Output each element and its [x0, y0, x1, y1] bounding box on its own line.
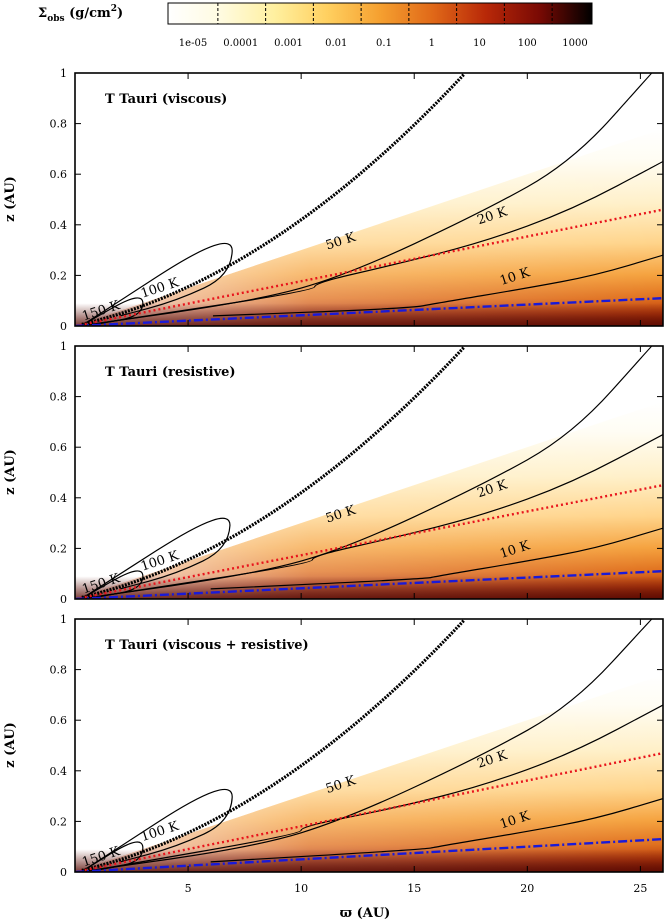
- y-tick-label: 0.8: [50, 118, 68, 131]
- y-tick-label: 1: [60, 613, 67, 626]
- colorbar-tick-label: 1: [429, 38, 435, 49]
- y-tick-label: 0.8: [50, 664, 68, 677]
- contour-20k: [97, 161, 663, 325]
- colorbar-tick-label: 100: [518, 38, 537, 49]
- colorbar-tick-label: 1e-05: [179, 38, 207, 49]
- contour-100k: [81, 242, 233, 326]
- colorbar-tick-label: 10: [473, 38, 486, 49]
- heatmap-midplane-band: [75, 849, 663, 872]
- y-tick-label: 0.6: [50, 714, 68, 727]
- colorbar-tick-label: 0.0001: [223, 38, 258, 49]
- x-tick-label: 15: [407, 882, 421, 895]
- colorbar-tick-label: 1000: [562, 38, 587, 49]
- x-tick-label: 20: [520, 882, 534, 895]
- y-axis-label-1: z (AU): [3, 176, 18, 222]
- x-tick-label: 25: [633, 882, 647, 895]
- y-tick-label: 0.2: [50, 269, 68, 282]
- y-tick-label: 0: [60, 320, 67, 333]
- contour-100k: [81, 788, 233, 872]
- y-axis-label-3: z (AU): [3, 722, 18, 768]
- panel-title: T Tauri (viscous + resistive): [105, 638, 309, 653]
- y-tick-label: 1: [60, 67, 67, 80]
- heatmap-radial-shading: [75, 401, 663, 599]
- y-tick-label: 0.4: [50, 765, 68, 778]
- x-tick-label: 5: [185, 882, 192, 895]
- y-tick-label: 0.6: [50, 441, 68, 454]
- heatmap-midplane-band: [75, 576, 663, 599]
- y-tick-label: 0.4: [50, 492, 68, 505]
- heatmap-midplane-band: [75, 303, 663, 326]
- blue-dashdot-line: [75, 837, 663, 872]
- colorbar: Σobs (g/cm2) 1e-05 0.0001 0.001 0.01 0.1 1 10 1…: [38, 2, 593, 49]
- contour-100k: [81, 517, 231, 599]
- x-axis-label: ϖ (AU): [340, 906, 391, 921]
- panel-frame: [74, 618, 664, 873]
- y-tick-label: 0.2: [50, 815, 68, 828]
- contour-10k: [212, 254, 663, 317]
- panel-title: T Tauri (viscous): [105, 92, 227, 107]
- blue-dashdot-line: [75, 569, 663, 599]
- contour-50k: [86, 619, 653, 872]
- heatmap-radial-shading: [75, 674, 663, 872]
- x-tick-label: 10: [294, 882, 308, 895]
- colorbar-tick-label: 0.001: [274, 38, 303, 49]
- y-tick-label: 0.8: [50, 391, 68, 404]
- photosphere-curve: [81, 619, 466, 872]
- contour-10k: [210, 798, 663, 863]
- colorbar-tick-label: 0.1: [376, 38, 392, 49]
- heatmap-radial-shading: [75, 128, 663, 326]
- contour-50k: [86, 346, 653, 599]
- contour-10k: [210, 527, 663, 590]
- panel-frame: [74, 72, 664, 327]
- colorbar-gradient: [167, 2, 593, 25]
- colorbar-label: Σobs (g/cm2): [38, 4, 123, 24]
- y-tick-label: 1: [60, 340, 67, 353]
- photosphere-curve: [81, 73, 466, 326]
- blue-dashdot-line: [75, 296, 663, 326]
- y-axis-label-2: z (AU): [3, 449, 18, 495]
- y-tick-label: 0: [60, 866, 67, 879]
- y-tick-label: 0.2: [50, 542, 68, 555]
- contour-20k: [97, 704, 663, 871]
- y-tick-label: 0.6: [50, 168, 68, 181]
- colorbar-tick-label: 0.01: [325, 38, 347, 49]
- photosphere-curve: [81, 346, 466, 599]
- y-tick-label: 0: [60, 593, 67, 606]
- panel-title: T Tauri (resistive): [105, 365, 236, 380]
- panel-frame: [74, 345, 664, 600]
- colorbar-ticks: 1e-05 0.0001 0.001 0.01 0.1 1 10 100 1000: [179, 3, 588, 49]
- y-tick-label: 0.4: [50, 219, 68, 232]
